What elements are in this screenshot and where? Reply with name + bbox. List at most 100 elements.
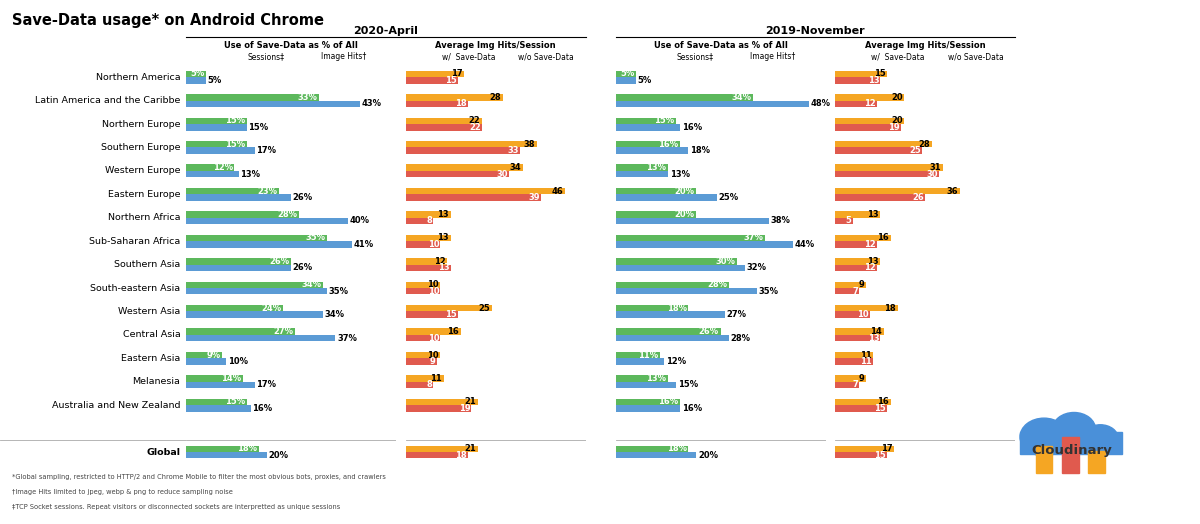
Text: 30%: 30% — [715, 257, 736, 266]
Text: 43%: 43% — [361, 100, 382, 108]
Text: 37%: 37% — [744, 234, 763, 243]
Bar — [186, 147, 254, 154]
Bar — [186, 71, 206, 77]
Text: 12: 12 — [864, 100, 876, 108]
Bar — [835, 405, 887, 412]
Text: 16%: 16% — [682, 123, 702, 132]
Text: 27%: 27% — [726, 310, 746, 319]
Bar — [835, 77, 881, 84]
Text: 37%: 37% — [337, 334, 356, 343]
Text: 15: 15 — [874, 70, 886, 79]
Text: 17%: 17% — [257, 380, 276, 389]
Bar — [616, 165, 668, 171]
Text: 48%: 48% — [811, 100, 832, 108]
Text: 34%: 34% — [301, 280, 322, 289]
Text: 15%: 15% — [248, 123, 269, 132]
Bar — [835, 94, 905, 101]
Bar — [616, 265, 745, 271]
Bar — [406, 241, 440, 248]
Bar — [835, 235, 890, 241]
Text: 18%: 18% — [690, 146, 710, 155]
Text: 5%: 5% — [637, 76, 652, 85]
Bar — [835, 445, 894, 452]
Text: 21: 21 — [464, 444, 476, 453]
Bar — [406, 329, 461, 335]
Text: 12%: 12% — [666, 357, 686, 366]
Text: 18: 18 — [455, 100, 467, 108]
Bar — [186, 235, 328, 241]
Text: 20%: 20% — [674, 210, 695, 219]
Text: Central Asia: Central Asia — [122, 331, 180, 340]
Text: Sessions‡: Sessions‡ — [247, 52, 284, 61]
Text: 20%: 20% — [698, 451, 718, 460]
Bar — [406, 71, 464, 77]
Bar — [186, 405, 251, 412]
Bar — [835, 211, 881, 218]
Bar — [616, 171, 668, 177]
Bar — [186, 352, 222, 358]
Text: 15: 15 — [875, 451, 886, 460]
Text: 32%: 32% — [746, 264, 767, 272]
Bar — [186, 218, 348, 224]
Bar — [186, 445, 259, 452]
Text: 44%: 44% — [794, 240, 815, 249]
Text: 19: 19 — [458, 404, 470, 413]
Bar — [406, 101, 468, 107]
Bar — [835, 375, 866, 382]
Text: 7: 7 — [853, 380, 858, 389]
Bar — [835, 329, 883, 335]
Text: Image Hits†: Image Hits† — [750, 52, 796, 61]
Bar — [406, 77, 457, 84]
Text: 15%: 15% — [678, 380, 698, 389]
Text: 26%: 26% — [293, 264, 313, 272]
Text: 13: 13 — [868, 334, 880, 343]
Text: 35%: 35% — [758, 287, 779, 296]
Bar — [616, 94, 752, 101]
Text: 5%: 5% — [208, 76, 222, 85]
Bar — [835, 117, 905, 124]
Text: 46: 46 — [551, 187, 563, 195]
Bar — [186, 399, 246, 405]
Bar — [186, 94, 319, 101]
Bar — [616, 452, 696, 458]
Bar — [835, 194, 925, 201]
Bar — [186, 335, 336, 341]
Bar — [616, 305, 689, 311]
Text: *Global sampling, restricted to HTTP/2 and Chrome Mobile to filter the most obvi: *Global sampling, restricted to HTTP/2 a… — [12, 474, 386, 480]
Text: 10: 10 — [427, 240, 439, 249]
Bar — [186, 124, 246, 130]
Text: Northern Europe: Northern Europe — [102, 119, 180, 128]
Bar — [616, 375, 668, 382]
Bar — [835, 165, 942, 171]
Bar — [186, 311, 323, 318]
Bar — [186, 258, 292, 265]
Bar — [616, 335, 728, 341]
Text: 9: 9 — [859, 280, 865, 289]
Bar — [835, 452, 887, 458]
Text: 21: 21 — [464, 398, 476, 407]
Text: 13: 13 — [866, 257, 878, 266]
Text: 26%: 26% — [293, 193, 313, 202]
Text: Southern Asia: Southern Asia — [114, 260, 180, 269]
Text: Northern America: Northern America — [96, 73, 180, 82]
Text: 27%: 27% — [274, 327, 294, 336]
Bar — [835, 352, 874, 358]
Circle shape — [1052, 412, 1096, 446]
Bar — [616, 147, 689, 154]
Text: 35%: 35% — [306, 234, 325, 243]
Bar — [186, 211, 299, 218]
Text: 22: 22 — [468, 116, 480, 125]
Bar — [616, 124, 680, 130]
Bar — [406, 235, 451, 241]
Text: 34%: 34% — [325, 310, 344, 319]
Text: 33: 33 — [508, 146, 518, 155]
Text: 15%: 15% — [224, 140, 245, 149]
Text: 9: 9 — [859, 374, 865, 383]
Bar — [835, 311, 870, 318]
Text: 11: 11 — [860, 357, 872, 366]
Text: 5%: 5% — [191, 70, 204, 79]
Text: 9: 9 — [430, 357, 436, 366]
Text: 8: 8 — [426, 380, 432, 389]
Bar — [616, 445, 689, 452]
Text: 17%: 17% — [257, 146, 276, 155]
